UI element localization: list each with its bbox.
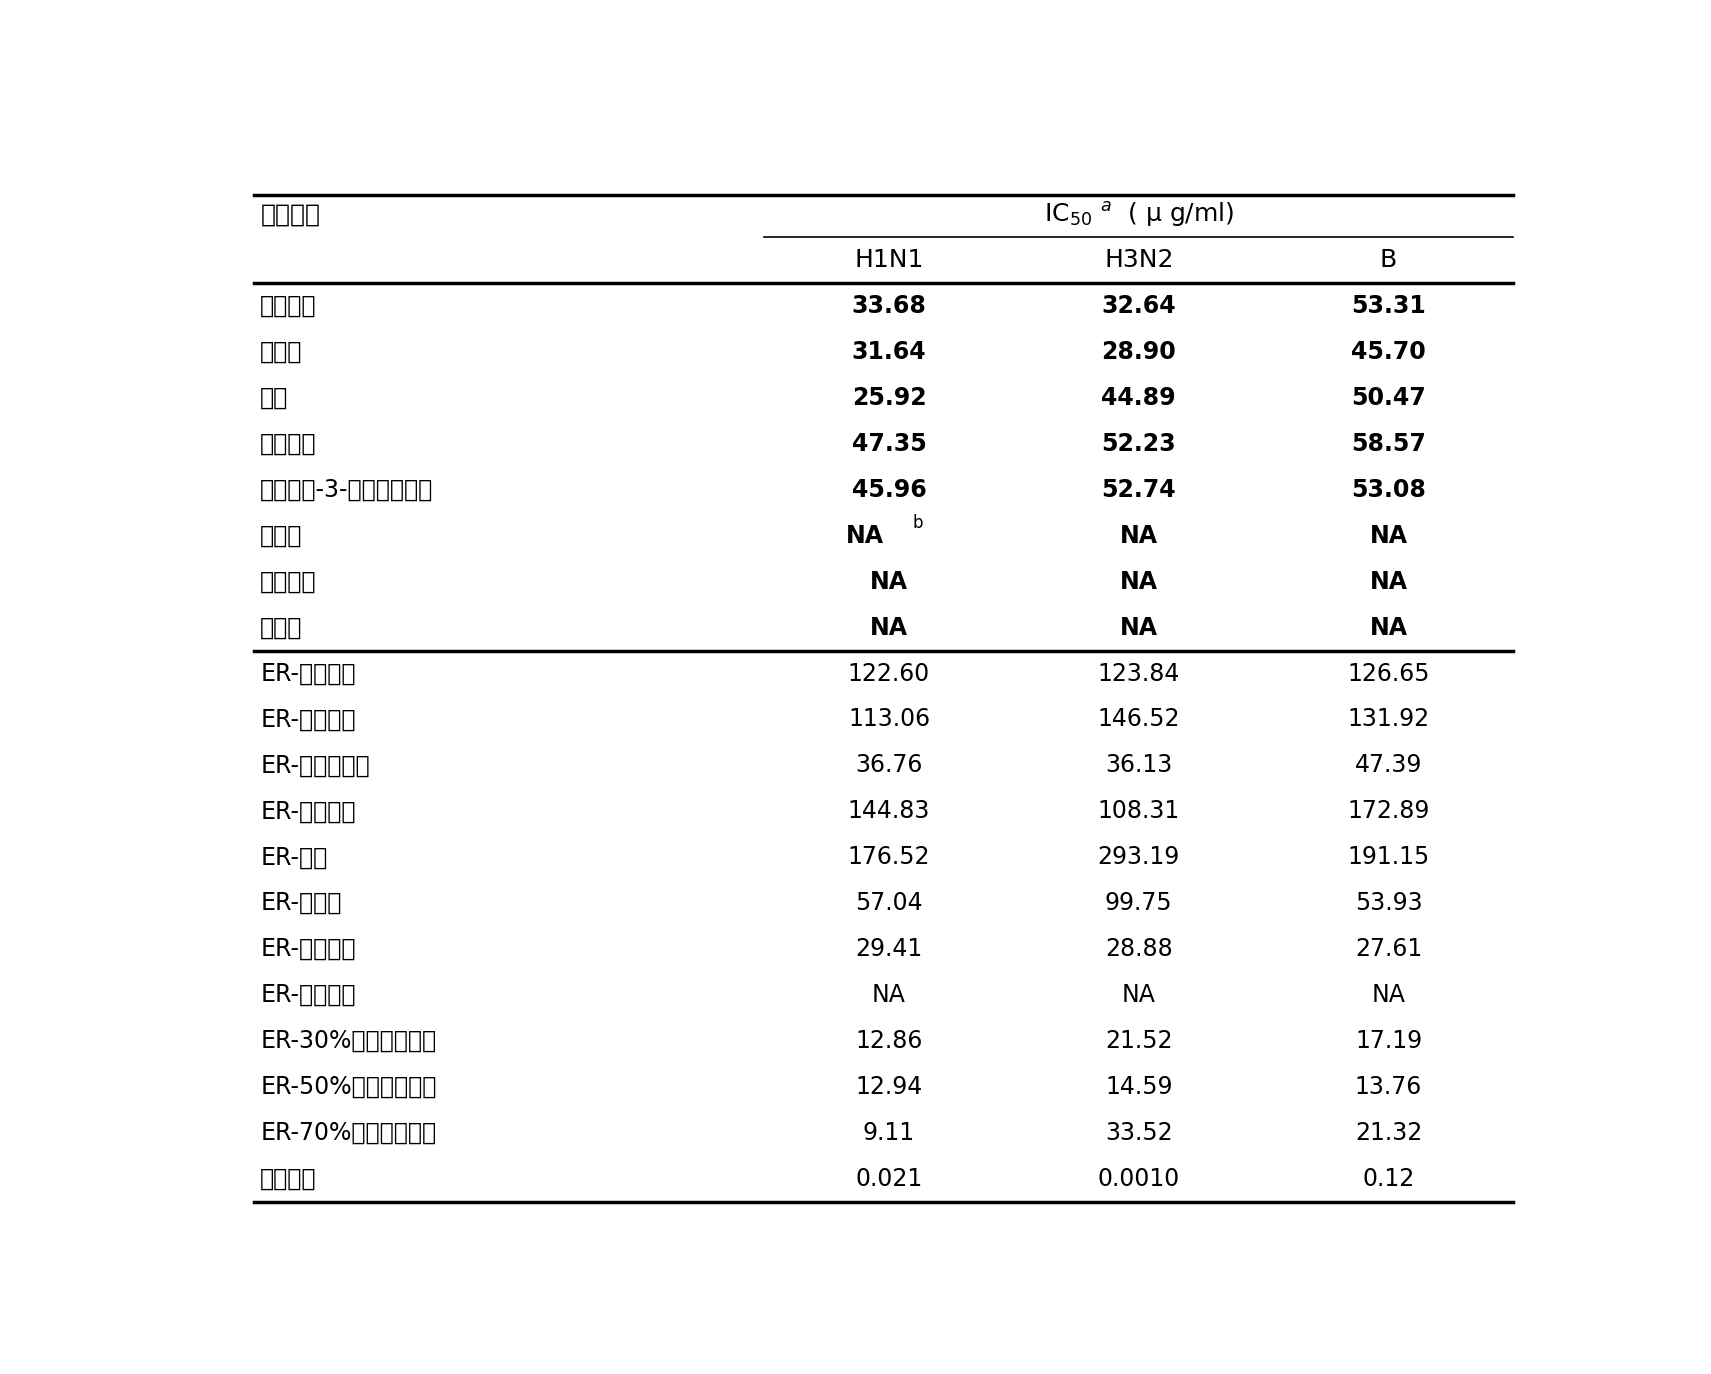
Text: ER-醋酸乙酩层: ER-醋酸乙酩层 [260, 753, 370, 778]
Text: NA: NA [1119, 616, 1158, 640]
Text: 17.19: 17.19 [1355, 1029, 1422, 1052]
Text: 191.15: 191.15 [1347, 845, 1430, 870]
Text: 36.76: 36.76 [856, 753, 922, 778]
Text: NA: NA [1369, 570, 1408, 594]
Text: 131.92: 131.92 [1348, 708, 1430, 731]
Text: 126.65: 126.65 [1347, 661, 1430, 686]
Text: NA: NA [1369, 616, 1408, 640]
Text: 熊果酸: 熊果酸 [260, 616, 303, 640]
Text: ER-70%乙醇洗脱组份: ER-70%乙醇洗脱组份 [260, 1121, 436, 1145]
Text: 木犊草素: 木犊草素 [260, 294, 317, 319]
Text: 28.88: 28.88 [1105, 937, 1172, 960]
Text: ER-水提醇沉: ER-水提醇沉 [260, 937, 356, 960]
Text: NA: NA [1122, 982, 1155, 1007]
Text: 45.96: 45.96 [852, 478, 926, 502]
Text: 14.59: 14.59 [1105, 1074, 1172, 1099]
Text: 57.04: 57.04 [856, 892, 922, 915]
Text: 27.61: 27.61 [1355, 937, 1422, 960]
Text: 122.60: 122.60 [849, 661, 931, 686]
Text: 木犊草素-3-葡糖醉酸甲酩: 木犊草素-3-葡糖醉酸甲酩 [260, 478, 433, 502]
Text: b: b [914, 514, 924, 532]
Text: 0.0010: 0.0010 [1098, 1167, 1181, 1191]
Text: 293.19: 293.19 [1098, 845, 1181, 870]
Text: ER-水层: ER-水层 [260, 845, 327, 870]
Text: NA: NA [1119, 570, 1158, 594]
Text: 32.64: 32.64 [1102, 294, 1175, 319]
Text: 53.31: 53.31 [1352, 294, 1425, 319]
Text: ER-正丁醇层: ER-正丁醇层 [260, 800, 356, 823]
Text: IC$_{50}$ $^{a}$  ( μ g/ml): IC$_{50}$ $^{a}$ ( μ g/ml) [1044, 199, 1234, 229]
Text: ER-石油醚层: ER-石油醚层 [260, 708, 356, 731]
Text: 31.64: 31.64 [852, 341, 926, 364]
Text: H3N2: H3N2 [1104, 249, 1174, 272]
Text: 113.06: 113.06 [849, 708, 931, 731]
Text: 29.41: 29.41 [856, 937, 922, 960]
Text: NA: NA [869, 570, 909, 594]
Text: 12.94: 12.94 [856, 1074, 922, 1099]
Text: 奥塞米韦: 奥塞米韦 [260, 1167, 317, 1191]
Text: 45.70: 45.70 [1352, 341, 1425, 364]
Text: 176.52: 176.52 [847, 845, 931, 870]
Text: 99.75: 99.75 [1105, 892, 1172, 915]
Text: 12.86: 12.86 [856, 1029, 922, 1052]
Text: 芛苷: 芛苷 [260, 386, 289, 409]
Text: 50.47: 50.47 [1352, 386, 1425, 409]
Text: 9.11: 9.11 [862, 1121, 915, 1145]
Text: 146.52: 146.52 [1097, 708, 1181, 731]
Text: 木犊草苷: 木犊草苷 [260, 431, 317, 456]
Text: 52.23: 52.23 [1102, 431, 1175, 456]
Text: 21.32: 21.32 [1355, 1121, 1422, 1145]
Text: 144.83: 144.83 [849, 800, 931, 823]
Text: NA: NA [1119, 523, 1158, 548]
Text: 0.12: 0.12 [1362, 1167, 1415, 1191]
Text: 齐墓果酸: 齐墓果酸 [260, 570, 317, 594]
Text: 21.52: 21.52 [1105, 1029, 1172, 1052]
Text: 25.92: 25.92 [852, 386, 926, 409]
Text: 53.93: 53.93 [1355, 892, 1422, 915]
Text: 172.89: 172.89 [1347, 800, 1430, 823]
Text: 52.74: 52.74 [1102, 478, 1175, 502]
Text: 28.90: 28.90 [1102, 341, 1175, 364]
Text: ER-水总提: ER-水总提 [260, 892, 342, 915]
Text: 44.89: 44.89 [1102, 386, 1175, 409]
Text: 123.84: 123.84 [1097, 661, 1181, 686]
Text: ER-50%乙醇洗脱组份: ER-50%乙醇洗脱组份 [260, 1074, 436, 1099]
Text: 33.68: 33.68 [852, 294, 926, 319]
Text: 53.08: 53.08 [1352, 478, 1425, 502]
Text: 桦木酸: 桦木酸 [260, 523, 303, 548]
Text: 13.76: 13.76 [1355, 1074, 1422, 1099]
Text: 芛菜素: 芛菜素 [260, 341, 303, 364]
Text: 33.52: 33.52 [1105, 1121, 1172, 1145]
Text: NA: NA [1372, 982, 1405, 1007]
Text: ER-水洗组份: ER-水洗组份 [260, 982, 356, 1007]
Text: B: B [1379, 249, 1398, 272]
Text: ER-30%乙醇洗脱组份: ER-30%乙醇洗脱组份 [260, 1029, 436, 1052]
Text: 检测物质: 检测物质 [260, 202, 320, 227]
Text: 47.39: 47.39 [1355, 753, 1422, 778]
Text: 36.13: 36.13 [1105, 753, 1172, 778]
Text: 108.31: 108.31 [1098, 800, 1181, 823]
Text: NA: NA [873, 982, 907, 1007]
Text: NA: NA [847, 523, 885, 548]
Text: H1N1: H1N1 [854, 249, 924, 272]
Text: NA: NA [1369, 523, 1408, 548]
Text: 47.35: 47.35 [852, 431, 926, 456]
Text: ER-乙醇总提: ER-乙醇总提 [260, 661, 356, 686]
Text: 0.021: 0.021 [856, 1167, 922, 1191]
Text: 58.57: 58.57 [1352, 431, 1425, 456]
Text: NA: NA [869, 616, 909, 640]
